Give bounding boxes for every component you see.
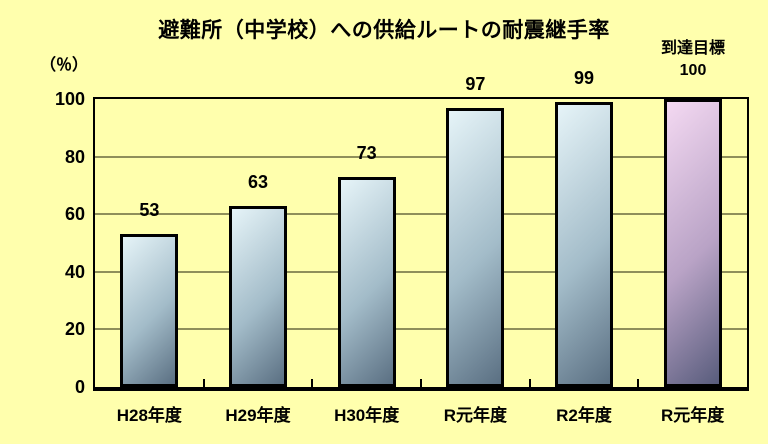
- x-axis-label: R元年度: [443, 406, 507, 425]
- x-axis-label: H30年度: [334, 406, 400, 425]
- x-axis-tick: [420, 379, 422, 387]
- gridline-80: [95, 155, 747, 158]
- chart-title: 避難所（中学校）への供給ルートの耐震継手率: [158, 19, 610, 42]
- target-annotation-value: 100: [679, 62, 707, 79]
- target-annotation-text: 到達目標: [660, 40, 725, 57]
- y-axis-tick-label: 20: [64, 319, 85, 340]
- x-axis-label: R2年度: [556, 406, 612, 425]
- y-axis-tick-label: 60: [64, 204, 85, 225]
- x-axis-label: H28年度: [116, 406, 182, 425]
- bar-value-label: 99: [573, 67, 595, 88]
- target-annotation: 到達目標 100: [633, 38, 753, 82]
- x-axis-tick: [528, 379, 531, 387]
- bar-R2年度: [555, 101, 613, 387]
- bar-R元年度: [446, 107, 505, 387]
- x-axis-label: H29年度: [225, 406, 291, 425]
- x-axis-tick: [637, 379, 640, 387]
- y-axis-unit-label: （％）: [39, 57, 88, 74]
- y-axis-tick-label: 0: [74, 377, 85, 397]
- y-axis-tick-label: 40: [64, 261, 85, 282]
- bar-H28年度: [120, 234, 179, 387]
- bar-value-label: 53: [139, 200, 160, 221]
- y-axis-tick-label: 100: [54, 89, 85, 109]
- x-axis-tick: [202, 379, 205, 387]
- bar-value-label: 97: [465, 73, 486, 94]
- x-axis-tick: [311, 379, 314, 387]
- bar-R元年度: [663, 99, 722, 387]
- bar-H30年度: [337, 176, 396, 387]
- plot-area: [93, 97, 749, 391]
- bar-value-label: 63: [247, 171, 269, 192]
- gridline-20: [95, 328, 747, 331]
- bar-value-label: 73: [356, 142, 377, 163]
- x-axis-label: R元年度: [661, 406, 725, 425]
- gridline-40: [95, 270, 747, 273]
- y-axis-tick-label: 80: [64, 146, 85, 167]
- gridline-60: [95, 213, 747, 216]
- bar-H29年度: [229, 205, 287, 387]
